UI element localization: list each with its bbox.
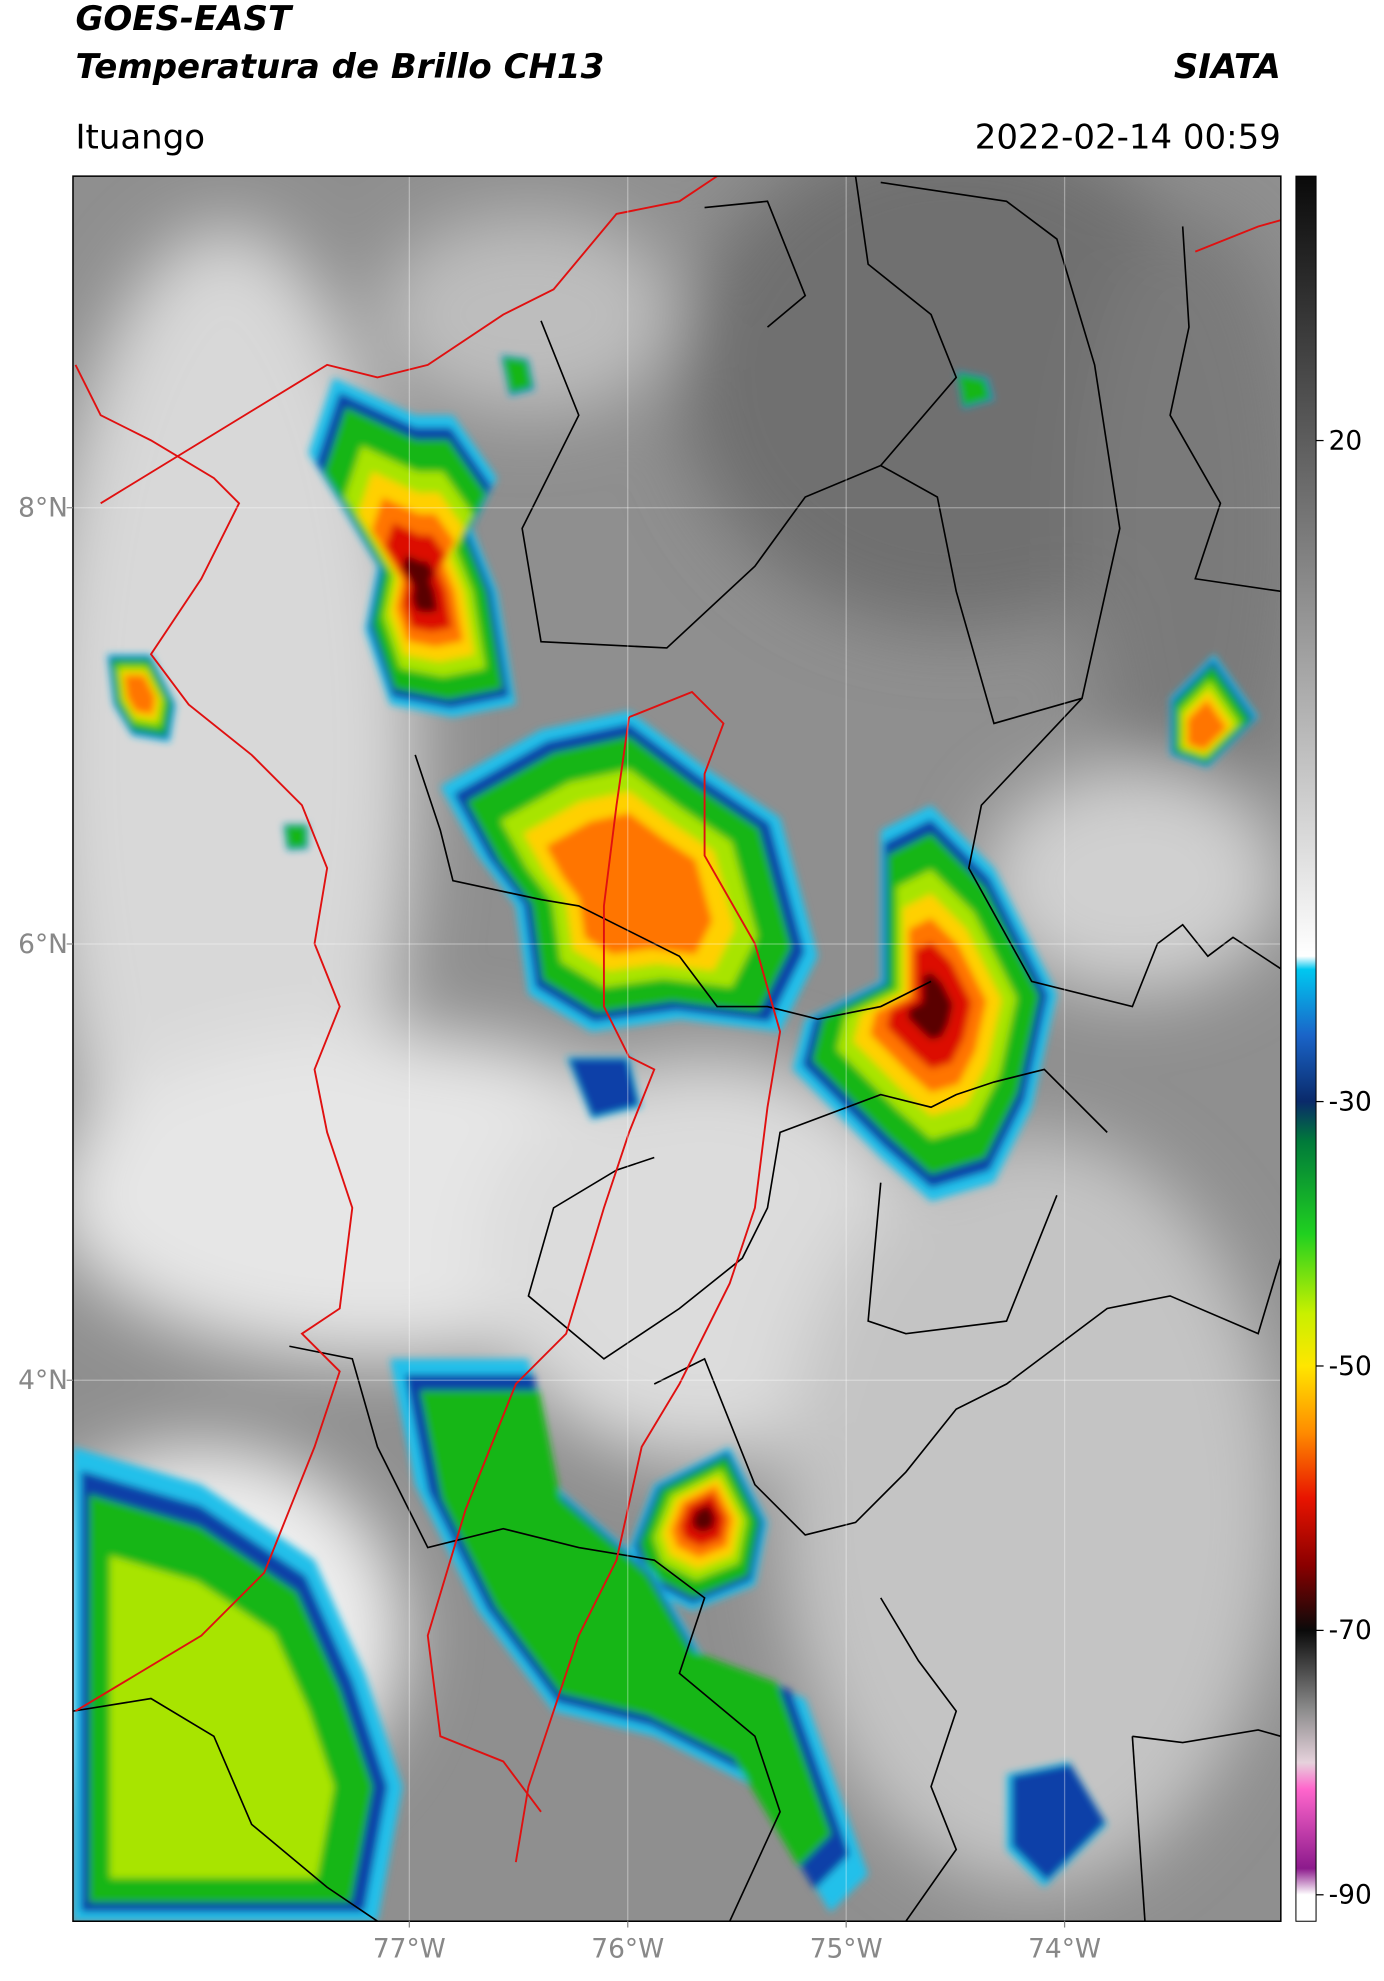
y-tick-label: 8°N — [18, 493, 68, 524]
cloud-level — [1011, 1764, 1106, 1882]
x-tick-label: 76°W — [591, 1934, 664, 1965]
cloud-level — [568, 1058, 640, 1118]
cloud-level — [402, 554, 438, 613]
cloud-level — [419, 1390, 832, 1867]
axes: 77°W 76°W 75°W 74°W 8°N 6°N 4°N — [18, 493, 1101, 1965]
colorbar-tick-label: 20 — [1329, 425, 1363, 456]
cloud-texture — [72, 176, 1281, 1888]
y-tick-label: 6°N — [18, 929, 68, 960]
convective-cells — [72, 354, 1259, 1922]
colorbar — [1295, 175, 1317, 1922]
colorbar-tick-label: -50 — [1329, 1351, 1372, 1382]
colorbar-tick-label: -70 — [1329, 1615, 1372, 1646]
x-tick-label: 77°W — [373, 1934, 446, 1965]
title: GOES-EAST — [75, 0, 293, 39]
cloud-level — [502, 357, 533, 393]
colorbar-tick-label: -30 — [1329, 1086, 1372, 1117]
cloud-level — [110, 1555, 335, 1879]
y-tick-label: 4°N — [18, 1365, 68, 1396]
timestamp: 2022-02-14 00:59 — [975, 117, 1281, 157]
map-frame — [72, 175, 1282, 1922]
map — [72, 176, 1281, 1922]
cloud-level — [546, 813, 713, 955]
cloud-level — [124, 675, 156, 715]
national-borders — [74, 176, 1281, 1863]
cloud-level — [1187, 700, 1227, 750]
cloud-level — [284, 825, 307, 849]
colorbar-tick-label: -90 — [1329, 1880, 1372, 1911]
location: Ituango — [75, 117, 205, 157]
cloud-level — [691, 1504, 716, 1533]
cloud-level — [957, 373, 991, 407]
subtitle: Temperatura de Brillo CH13 — [75, 47, 604, 87]
x-tick-label: 74°W — [1028, 1934, 1101, 1965]
x-tick-label: 75°W — [810, 1934, 883, 1965]
source: SIATA — [1174, 47, 1281, 87]
cloud-level — [907, 972, 953, 1040]
graticule — [72, 176, 1281, 1922]
colorbar-ticks: 20 -30 -50 -70 -90 — [1316, 425, 1372, 1911]
admin-borders — [72, 176, 1281, 1922]
